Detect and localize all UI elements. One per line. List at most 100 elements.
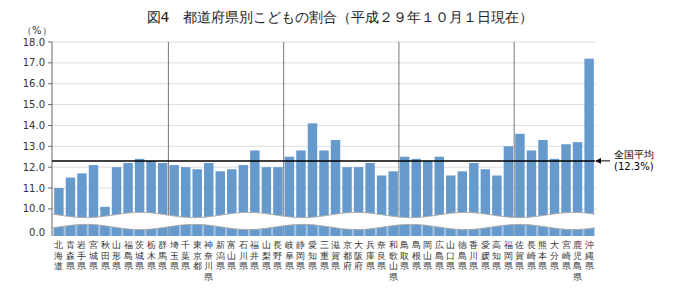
x-tick-label: 香川県 (469, 240, 478, 271)
y-tick (48, 83, 52, 84)
x-tick-label: 栃木県 (147, 240, 156, 271)
x-tick-char: 県 (331, 261, 340, 271)
x-tick-char: 馬 (157, 251, 167, 261)
y-tick-label: 18.0 (23, 37, 45, 48)
x-tick-char: 玉 (170, 251, 179, 261)
x-tick-char: 新 (216, 240, 225, 250)
x-tick-char: 県 (181, 261, 190, 271)
y-tick (48, 62, 52, 63)
x-tick-char: 県 (562, 261, 571, 271)
x-tick-char: 鹿 (573, 240, 582, 250)
x-tick-char: 山 (227, 251, 236, 261)
x-tick-label: 茨城県 (134, 240, 144, 271)
x-tick-label: 高知県 (492, 240, 501, 271)
x-tick-char: 島 (458, 251, 467, 261)
x-tick-char: 熊 (538, 240, 547, 250)
x-tick-label: 奈良県 (377, 240, 386, 271)
x-tick-char: 県 (204, 272, 213, 282)
x-tick-char: 高 (492, 240, 501, 250)
x-tick-char: 木 (147, 251, 156, 261)
x-tick-char: 島 (573, 261, 582, 271)
x-tick-char: 根 (412, 251, 421, 261)
x-tick-char: 広 (435, 240, 444, 250)
x-tick-char: 北 (54, 240, 63, 250)
x-tick-char: 県 (469, 261, 478, 271)
x-tick-char: 奈 (204, 251, 213, 261)
x-tick-label: 鳥取県 (399, 240, 409, 271)
x-tick-char: 森 (66, 251, 75, 261)
x-tick-char: 口 (446, 251, 455, 261)
x-tick-char: 徳 (458, 240, 467, 250)
x-tick-label: 神奈川県 (204, 240, 213, 282)
x-tick-char: 県 (66, 261, 75, 271)
x-tick-char: 県 (585, 261, 594, 271)
x-tick-char: 知 (308, 251, 317, 261)
x-tick-char: 取 (400, 251, 409, 261)
x-tick-char: 県 (423, 261, 432, 271)
y-tick-label: 10.0 (23, 203, 45, 214)
x-tick-label: 山形県 (112, 240, 121, 271)
x-tick-char: 埼 (169, 240, 179, 250)
x-tick-char: 滋 (331, 240, 340, 250)
x-tick-char: 県 (481, 261, 490, 271)
x-tick-char: 島 (412, 240, 421, 250)
x-tick-label: 山口県 (446, 240, 455, 271)
x-tick-char: 岡 (504, 251, 513, 261)
x-tick-label: 岩手県 (77, 240, 86, 271)
x-tick-char: 県 (412, 261, 421, 271)
x-tick-char: 県 (573, 272, 582, 282)
x-tick-char: 良 (377, 251, 386, 261)
axis-break-line (53, 212, 595, 217)
x-tick-char: 大 (354, 240, 363, 250)
x-tick-char: 児 (573, 251, 582, 261)
x-tick-char: 千 (181, 240, 190, 250)
x-tick-label: 兵庫県 (366, 240, 375, 271)
x-tick-char: 川 (239, 251, 248, 261)
x-tick-char: 阪 (354, 251, 363, 261)
y-tick (48, 167, 52, 168)
x-tick-char: 愛 (308, 240, 317, 250)
x-tick-char: 媛 (481, 251, 490, 261)
chart: 図4 都道府県別こどもの割合（平成２９年１０月１日現在）（%）10.011.01… (0, 0, 680, 300)
y-axis-label: （%） (22, 25, 52, 36)
y-tick (48, 125, 52, 126)
x-tick-char: 京 (193, 251, 202, 261)
x-tick-char: 県 (320, 261, 329, 271)
x-tick-label: 和歌山県 (389, 240, 398, 282)
x-tick-label: 三重県 (320, 240, 329, 271)
x-tick-char: 海 (54, 251, 63, 261)
x-tick-label: 鹿児島県 (573, 240, 582, 282)
x-tick-char: 分 (550, 251, 559, 261)
x-tick-char: 県 (366, 261, 375, 271)
x-tick-char: 県 (446, 261, 455, 271)
x-tick-char: 賀 (515, 251, 524, 261)
x-tick-char: 県 (216, 261, 225, 271)
x-tick-char: 県 (124, 261, 133, 271)
x-tick-char: 本 (538, 251, 547, 261)
x-tick-char: 岩 (77, 240, 86, 250)
x-tick-char: 県 (527, 261, 536, 271)
x-tick-char: 知 (492, 251, 501, 261)
y-tick (48, 104, 52, 105)
x-tick-char: 縄 (584, 251, 594, 261)
x-tick-char: 県 (135, 261, 144, 271)
x-tick-char: 賀 (331, 251, 340, 261)
x-tick-char: 大 (550, 240, 559, 250)
x-tick-label: 島根県 (412, 240, 421, 271)
x-tick-label: 福島県 (124, 240, 133, 271)
x-tick-char: 県 (285, 261, 294, 271)
x-tick-char: 福 (504, 240, 513, 250)
x-tick-char: 府 (354, 261, 363, 271)
x-tick-label: 長崎県 (527, 240, 536, 271)
x-tick-char: 青 (66, 240, 75, 250)
x-tick-char: 道 (54, 261, 63, 271)
x-tick-char: 県 (504, 261, 513, 271)
x-tick-char: 東 (193, 240, 202, 250)
x-tick-char: 県 (147, 261, 156, 271)
x-tick-char: 県 (296, 261, 305, 271)
y-tick-label: 11.0 (23, 183, 45, 194)
x-tick-char: 山 (112, 240, 121, 250)
average-arrow (596, 160, 610, 161)
average-label-line: 全国平均 (614, 149, 654, 160)
y-tick (48, 146, 52, 147)
